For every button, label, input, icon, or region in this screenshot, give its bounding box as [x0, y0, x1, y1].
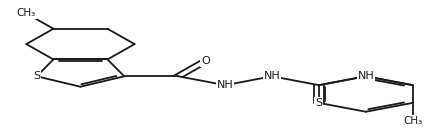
Text: CH₃: CH₃ — [17, 8, 36, 18]
Text: O: O — [201, 56, 209, 66]
Text: CH₃: CH₃ — [402, 116, 421, 126]
Text: NH: NH — [357, 71, 373, 81]
Text: S: S — [33, 71, 40, 81]
Text: NH: NH — [216, 80, 233, 90]
Text: S: S — [314, 98, 322, 108]
Text: NH: NH — [263, 71, 280, 81]
